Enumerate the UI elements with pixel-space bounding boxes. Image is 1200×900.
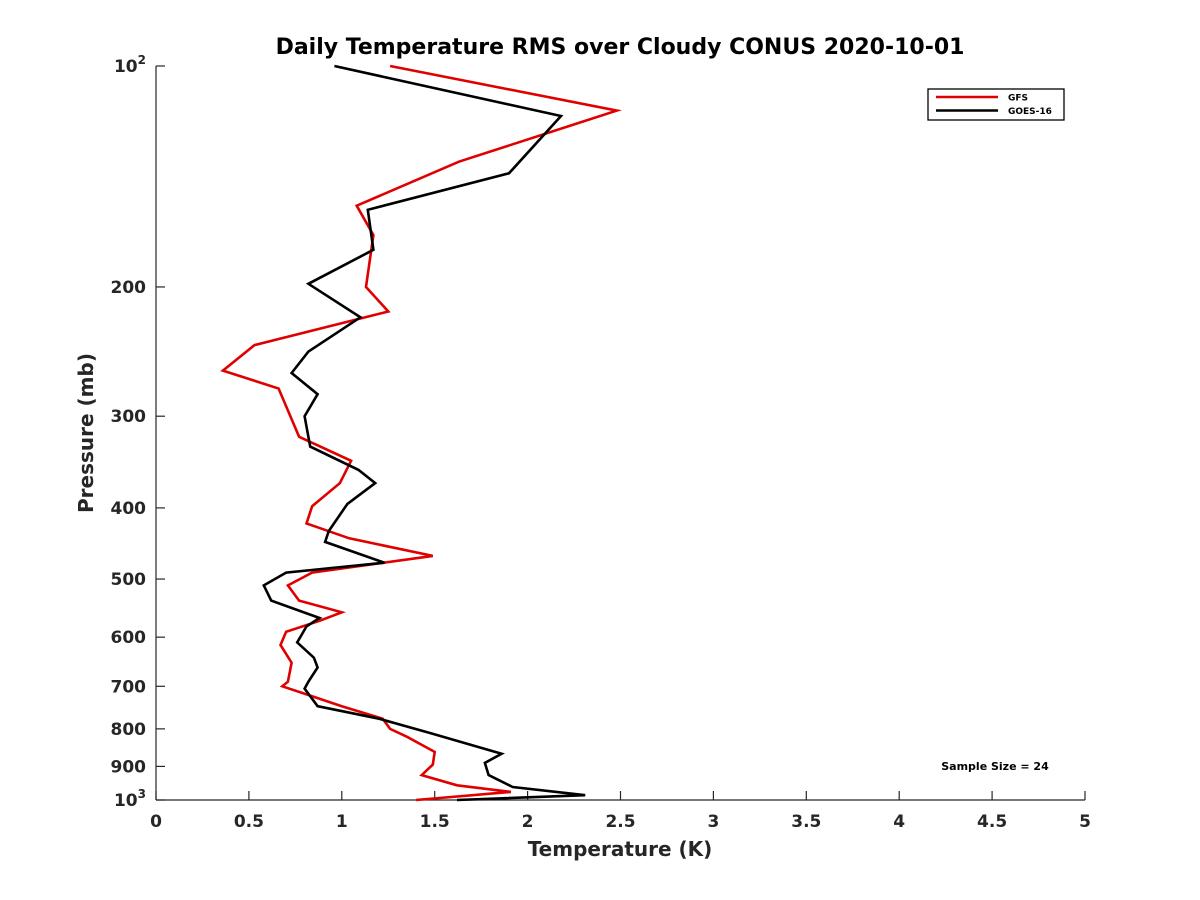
y-tick-label: 900: [111, 757, 147, 777]
y-tick-label: 103: [114, 787, 146, 811]
x-tick-label: 2: [522, 812, 534, 832]
legend-label-gfs: GFS: [1008, 94, 1028, 104]
y-tick-label: 800: [111, 720, 147, 740]
series-lines: [220, 64, 622, 802]
legend: GFS GOES-16: [927, 88, 1065, 121]
y-tick-label: 700: [111, 677, 147, 697]
series-line-goes-16: [262, 64, 586, 802]
y-tick-label: 500: [111, 570, 147, 590]
chart-title: Daily Temperature RMS over Cloudy CONUS …: [276, 35, 965, 60]
y-tick-label: 102: [114, 53, 146, 77]
x-tick-label: 0: [150, 812, 162, 832]
y-tick-label: 400: [111, 499, 147, 519]
x-tick-label: 0.5: [234, 812, 264, 832]
y-ticks: 102 200 300 400 500 600 700 800 900 103: [111, 53, 165, 811]
x-ticks: 0 0.5 1 1.5 2 2.5 3 3.5 4 4.5 5: [150, 791, 1091, 832]
legend-box: [927, 88, 1065, 121]
x-tick-label: 3.5: [791, 812, 821, 832]
x-tick-label: 4.5: [977, 812, 1007, 832]
x-tick-label: 2.5: [605, 812, 635, 832]
y-tick-label: 600: [111, 628, 147, 648]
x-tick-label: 1: [336, 812, 348, 832]
x-tick-label: 4: [893, 812, 905, 832]
y-tick-label: 300: [111, 407, 147, 427]
sample-size-annotation: Sample Size = 24: [941, 760, 1049, 773]
x-tick-label: 3: [707, 812, 719, 832]
x-tick-label: 5: [1079, 812, 1091, 832]
legend-label-goes-16: GOES-16: [1008, 107, 1052, 117]
y-tick-label: 200: [111, 278, 147, 298]
x-axis-label: Temperature (K): [528, 837, 713, 861]
y-axis-label: Pressure (mb): [74, 353, 98, 513]
series-line-gfs: [220, 64, 622, 802]
x-tick-label: 1.5: [420, 812, 450, 832]
